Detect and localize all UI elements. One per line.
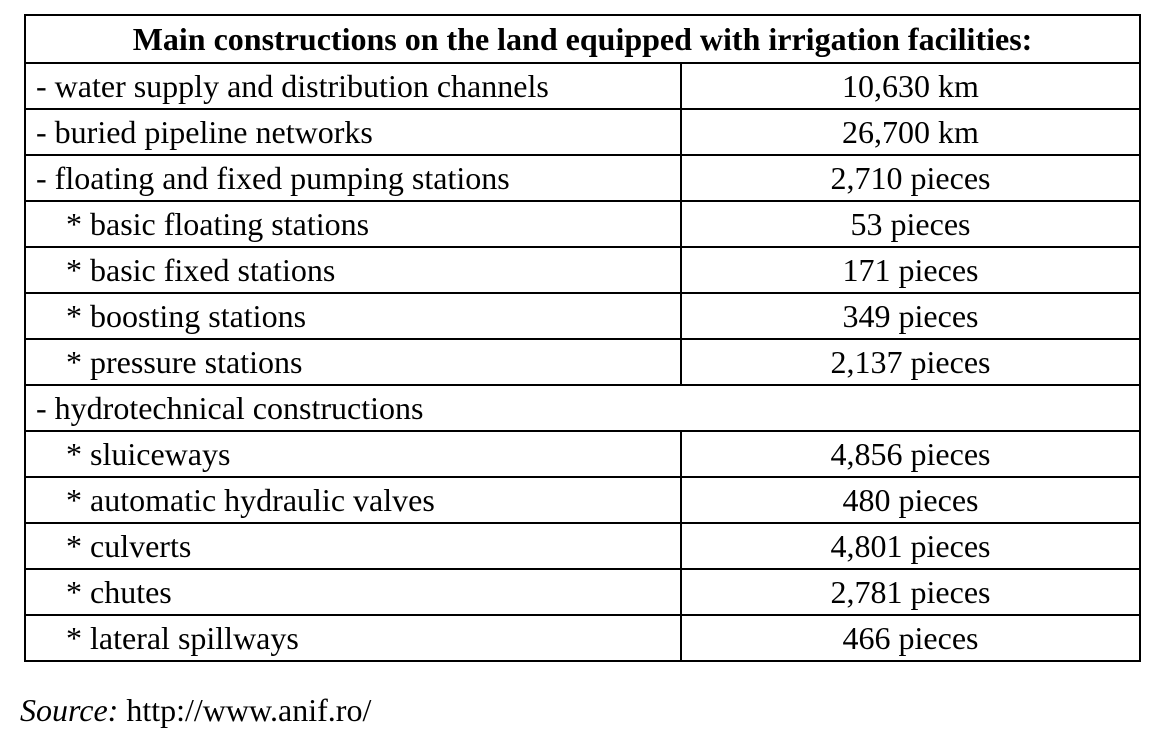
row-value: 26,700 km	[680, 108, 1141, 156]
source: Source: http://www.anif.ro/	[20, 690, 371, 730]
row-value: 480 pieces	[680, 476, 1141, 524]
row-value: 2,137 pieces	[680, 338, 1141, 386]
row-label: * basic floating stations	[24, 200, 682, 248]
row-value: 2,710 pieces	[680, 154, 1141, 202]
table-row: * boosting stations 349 pieces	[24, 292, 1141, 340]
table-row: * pressure stations 2,137 pieces	[24, 338, 1141, 386]
row-value: 2,781 pieces	[680, 568, 1141, 616]
row-value: 10,630 km	[680, 62, 1141, 110]
table-row: - floating and fixed pumping stations 2,7…	[24, 154, 1141, 202]
row-label: - floating and fixed pumping stations	[24, 154, 682, 202]
table-row: - buried pipeline networks 26,700 km	[24, 108, 1141, 156]
source-url: http://www.anif.ro/	[126, 692, 372, 728]
table-row: * chutes 2,781 pieces	[24, 568, 1141, 616]
table-row: - water supply and distribution channels…	[24, 62, 1141, 110]
table: Main constructions on the land equipped …	[24, 14, 1141, 662]
table-title: Main constructions on the land equipped …	[24, 14, 1141, 64]
table-wrap: Main constructions on the land equipped …	[24, 14, 1141, 662]
row-label: * lateral spillways	[24, 614, 682, 662]
table-row: * basic fixed stations 171 pieces	[24, 246, 1141, 294]
table-row: * culverts 4,801 pieces	[24, 522, 1141, 570]
row-label: * culverts	[24, 522, 682, 570]
row-value: 53 pieces	[680, 200, 1141, 248]
row-label: * boosting stations	[24, 292, 682, 340]
row-label: * chutes	[24, 568, 682, 616]
row-label: - buried pipeline networks	[24, 108, 682, 156]
table-row: * sluiceways 4,856 pieces	[24, 430, 1141, 478]
table-body: - water supply and distribution channels…	[24, 62, 1141, 662]
row-label: * automatic hydraulic valves	[24, 476, 682, 524]
table-row: * basic floating stations 53 pieces	[24, 200, 1141, 248]
row-value: 466 pieces	[680, 614, 1141, 662]
table-row: - hydrotechnical constructions	[24, 384, 1141, 432]
table-row: * lateral spillways 466 pieces	[24, 614, 1141, 662]
row-label: - hydrotechnical constructions	[24, 384, 1141, 432]
row-value: 171 pieces	[680, 246, 1141, 294]
row-label: * basic fixed stations	[24, 246, 682, 294]
row-label: - water supply and distribution channels	[24, 62, 682, 110]
row-label: * sluiceways	[24, 430, 682, 478]
row-value: 349 pieces	[680, 292, 1141, 340]
source-label: Source:	[20, 692, 119, 728]
table-row: * automatic hydraulic valves 480 pieces	[24, 476, 1141, 524]
row-value: 4,856 pieces	[680, 430, 1141, 478]
title-row: Main constructions on the land equipped …	[24, 14, 1141, 64]
row-label: * pressure stations	[24, 338, 682, 386]
row-value: 4,801 pieces	[680, 522, 1141, 570]
